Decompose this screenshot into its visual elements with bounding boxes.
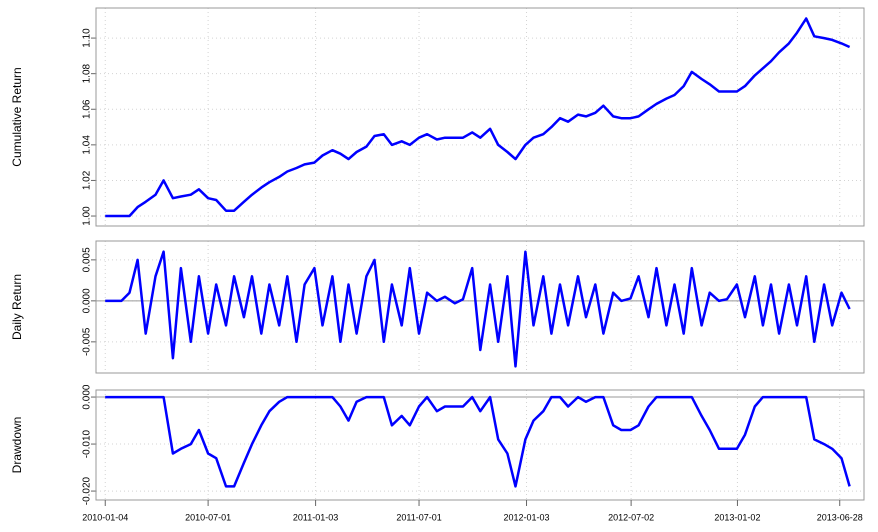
- panel-frame: [95, 240, 865, 374]
- x-tick-label: 2011-01-03: [293, 512, 338, 522]
- y-tick-label: 0.000: [82, 384, 93, 409]
- x-tick-label: 2010-07-01: [185, 512, 231, 522]
- y-tick-label: 0.000: [82, 288, 93, 313]
- y-tick-label: 1.02: [82, 170, 93, 190]
- y-tick-label: -0.005: [82, 327, 93, 356]
- y-tick-label: -0.020: [82, 476, 93, 505]
- panel-frame: [95, 389, 865, 501]
- x-tick-label: 2013-06-28: [817, 512, 863, 522]
- x-tick-label: 2012-07-02: [608, 512, 654, 522]
- y-axis-title: Cumulative Return: [10, 67, 24, 166]
- x-tick-label: 2010-01-04: [82, 512, 128, 522]
- y-axis-title: Drawdown: [10, 417, 24, 474]
- y-tick-label: 0.005: [82, 247, 93, 272]
- y-tick-label: -0.010: [82, 429, 93, 458]
- panel-frame: [95, 7, 865, 227]
- series-line: [105, 250, 851, 368]
- y-tick-label: 1.00: [82, 206, 93, 226]
- y-tick-label: 1.10: [82, 28, 93, 48]
- y-tick-label: 1.08: [82, 63, 93, 83]
- series-line: [105, 17, 851, 218]
- y-tick-label: 1.04: [82, 135, 93, 155]
- x-tick-label: 2011-07-01: [396, 512, 441, 522]
- y-tick-label: 1.06: [82, 99, 93, 119]
- series-line: [105, 395, 851, 488]
- x-tick-label: 2012-01-03: [503, 512, 549, 522]
- x-tick-label: 2013-01-02: [714, 512, 760, 522]
- y-axis-title: Daily Return: [10, 274, 24, 340]
